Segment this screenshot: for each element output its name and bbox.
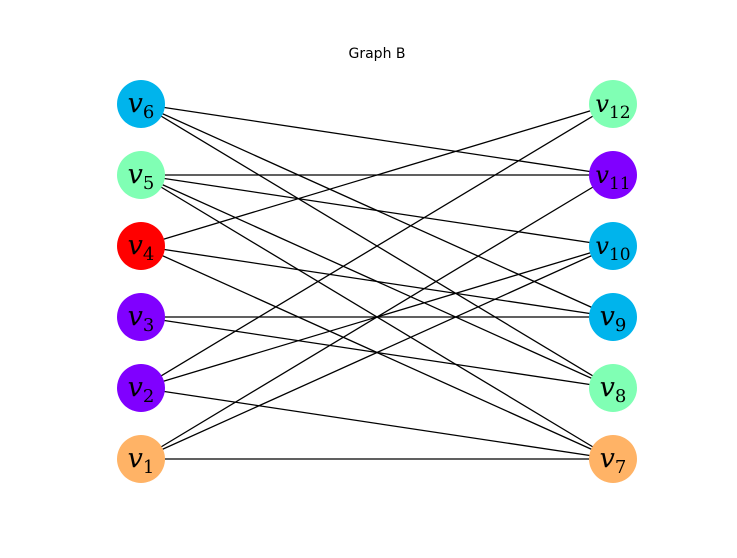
node-label-base: v: [595, 161, 609, 189]
node-v12: v12: [589, 80, 637, 128]
node-label-base: v: [595, 90, 609, 118]
graph-title: Graph B: [349, 46, 406, 62]
node-v5: v5: [117, 151, 165, 199]
node-circle-v3: [117, 293, 165, 341]
node-v9: v9: [589, 293, 637, 341]
edge-v5-v7: [140, 174, 614, 460]
edge-v6-v8: [140, 103, 614, 389]
node-label-subscript: 4: [143, 244, 154, 265]
node-label-subscript: 5: [143, 173, 154, 194]
edge-v6-v11: [140, 103, 614, 176]
node-label-v9: v9: [600, 301, 627, 336]
node-label-v4: v4: [128, 230, 155, 265]
node-v3: v3: [117, 293, 165, 341]
node-label-base: v: [128, 159, 143, 190]
edge-v5-v8: [140, 174, 614, 389]
node-label-v1: v1: [128, 443, 155, 478]
node-circle-v6: [117, 80, 165, 128]
node-label-subscript: 12: [609, 103, 631, 123]
node-label-subscript: 3: [143, 315, 154, 336]
node-label-subscript: 10: [609, 245, 631, 265]
node-label-base: v: [600, 372, 615, 403]
node-label-v11: v11: [595, 161, 630, 194]
node-label-base: v: [128, 443, 143, 474]
node-circle-v7: [589, 435, 637, 483]
node-label-subscript: 2: [143, 386, 154, 407]
node-label-v8: v8: [600, 372, 627, 407]
node-label-v6: v6: [128, 88, 155, 123]
node-label-v2: v2: [128, 372, 155, 407]
node-label-base: v: [128, 372, 143, 403]
node-label-v7: v7: [600, 443, 627, 478]
node-label-v3: v3: [128, 301, 155, 336]
node-label-base: v: [128, 88, 143, 119]
node-v7: v7: [589, 435, 637, 483]
node-label-subscript: 8: [615, 386, 626, 407]
node-label-subscript: 9: [615, 315, 626, 336]
node-label-base: v: [600, 301, 615, 332]
node-label-subscript: 11: [609, 174, 631, 194]
node-circle-v4: [117, 222, 165, 270]
node-label-v12: v12: [595, 90, 630, 123]
node-v2: v2: [117, 364, 165, 412]
node-circle-v5: [117, 151, 165, 199]
node-circle-v11: [589, 151, 637, 199]
node-label-base: v: [600, 443, 615, 474]
node-label-subscript: 7: [615, 457, 626, 478]
node-circle-v12: [589, 80, 637, 128]
node-v10: v10: [589, 222, 637, 270]
node-circle-v8: [589, 364, 637, 412]
node-label-base: v: [128, 230, 143, 261]
edge-v4-v7: [140, 245, 614, 460]
edge-v6-v9: [140, 103, 614, 318]
edge-v2-v7: [140, 387, 614, 460]
node-label-v5: v5: [128, 159, 155, 194]
node-circle-v2: [117, 364, 165, 412]
node-label-base: v: [128, 301, 143, 332]
node-label-base: v: [595, 232, 609, 260]
node-circle-v10: [589, 222, 637, 270]
node-label-v10: v10: [595, 232, 630, 265]
node-circle-v1: [117, 435, 165, 483]
node-v11: v11: [589, 151, 637, 199]
node-circle-v9: [589, 293, 637, 341]
node-v8: v8: [589, 364, 637, 412]
node-v1: v1: [117, 435, 165, 483]
edges-layer: [140, 103, 614, 460]
node-label-subscript: 6: [143, 102, 154, 123]
node-v6: v6: [117, 80, 165, 128]
node-label-subscript: 1: [143, 457, 154, 478]
node-v4: v4: [117, 222, 165, 270]
